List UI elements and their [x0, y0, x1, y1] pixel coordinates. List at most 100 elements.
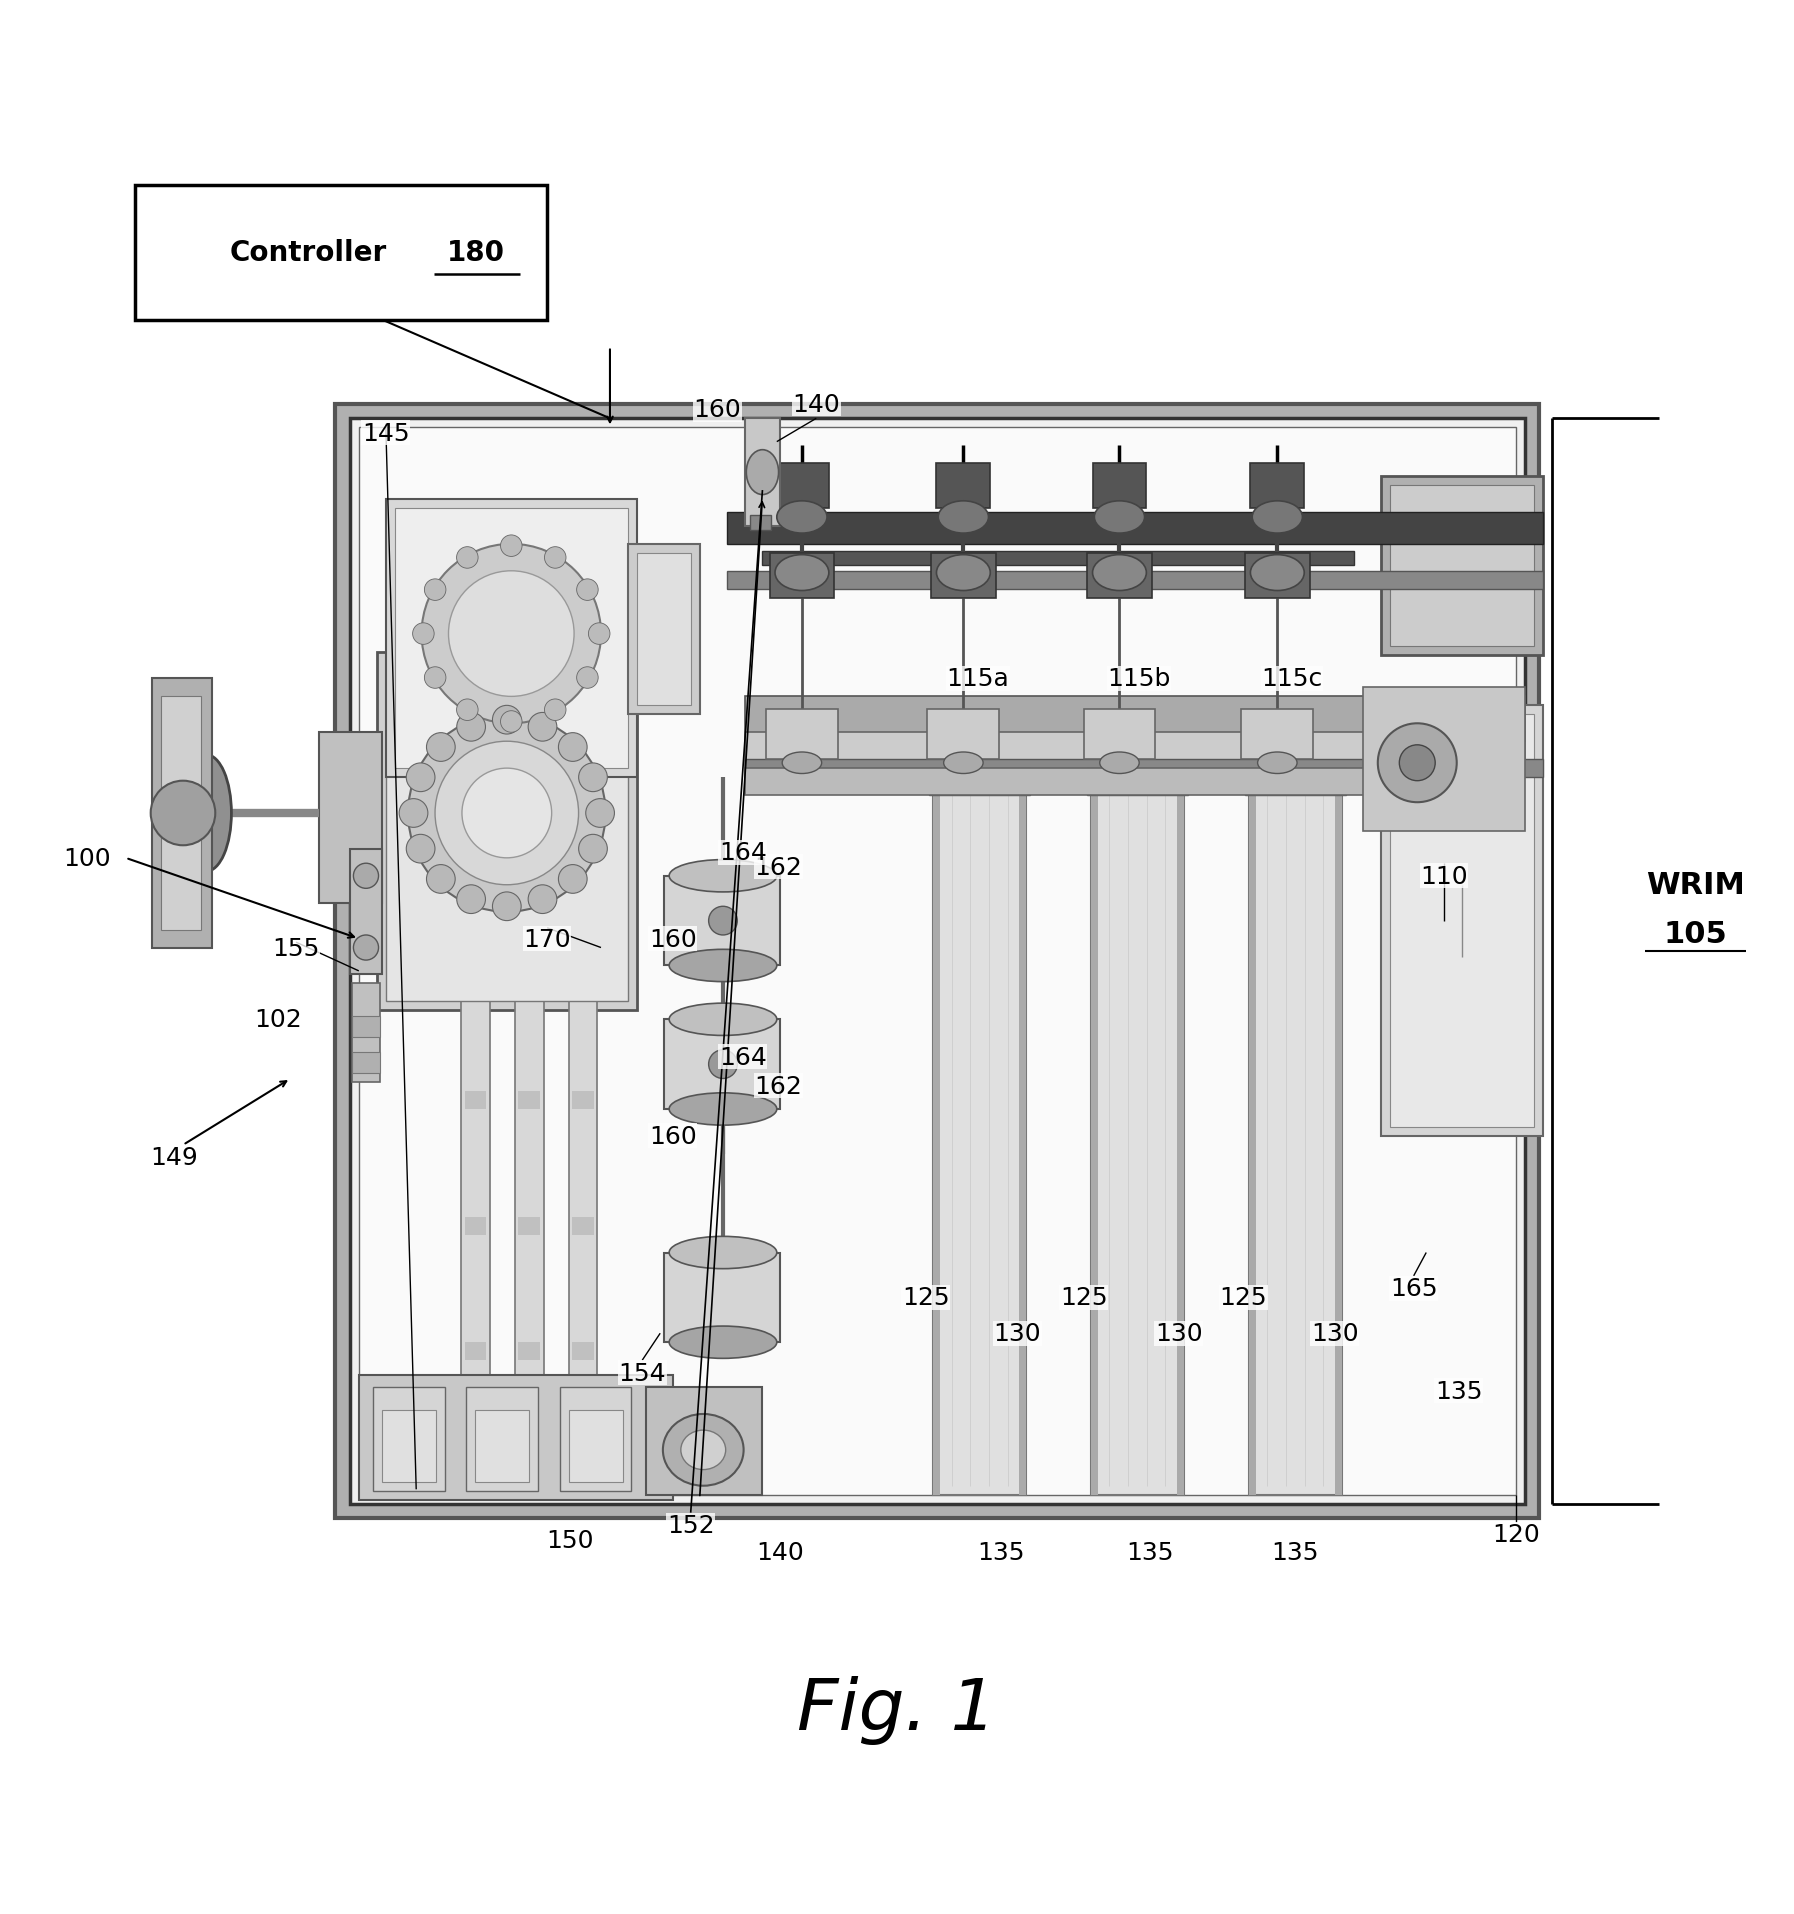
Circle shape — [405, 764, 434, 792]
Ellipse shape — [777, 501, 827, 534]
Text: 145: 145 — [362, 421, 409, 446]
Bar — [1245, 769, 1346, 796]
Bar — [770, 553, 834, 599]
Bar — [1091, 787, 1184, 1495]
Ellipse shape — [1250, 555, 1304, 591]
Text: 115c: 115c — [1261, 668, 1322, 691]
Text: 160: 160 — [649, 926, 696, 951]
Circle shape — [558, 733, 587, 762]
Circle shape — [425, 668, 447, 689]
Bar — [373, 1388, 445, 1491]
Circle shape — [492, 706, 520, 735]
Ellipse shape — [782, 752, 822, 773]
Bar — [161, 697, 201, 930]
Bar — [762, 551, 1354, 567]
Bar — [352, 1016, 380, 1037]
Bar — [727, 572, 1543, 590]
Bar — [1249, 787, 1342, 1495]
Text: 154: 154 — [619, 1361, 666, 1386]
Bar — [386, 660, 628, 1001]
Ellipse shape — [938, 501, 988, 534]
Bar — [465, 1091, 486, 1110]
Bar — [1250, 463, 1304, 509]
Text: 164: 164 — [719, 1045, 766, 1070]
Bar — [929, 769, 1030, 796]
Ellipse shape — [1093, 555, 1146, 591]
Bar — [931, 553, 996, 599]
Circle shape — [407, 716, 605, 913]
Circle shape — [448, 572, 574, 697]
Text: 152: 152 — [667, 1514, 714, 1537]
Bar — [465, 1342, 486, 1361]
Ellipse shape — [669, 1236, 777, 1269]
Ellipse shape — [1252, 501, 1302, 534]
Bar — [335, 404, 1539, 1518]
Bar — [518, 1342, 540, 1361]
Text: 155: 155 — [273, 936, 319, 961]
Ellipse shape — [1094, 501, 1145, 534]
Bar — [933, 787, 1026, 1495]
Ellipse shape — [669, 1093, 777, 1125]
Bar — [745, 760, 1543, 777]
Bar — [745, 769, 1372, 796]
Circle shape — [461, 769, 551, 857]
Circle shape — [425, 580, 447, 601]
Text: 162: 162 — [755, 1074, 802, 1099]
Circle shape — [151, 781, 215, 846]
Bar — [745, 733, 1525, 777]
Ellipse shape — [669, 859, 777, 892]
Text: 160: 160 — [694, 398, 741, 423]
Bar — [775, 463, 829, 509]
Circle shape — [527, 886, 556, 915]
Circle shape — [576, 668, 597, 689]
Text: 170: 170 — [524, 926, 570, 951]
Text: 135: 135 — [1272, 1541, 1319, 1564]
Circle shape — [544, 701, 565, 722]
Bar — [359, 429, 1516, 1495]
Bar — [1335, 787, 1342, 1495]
FancyBboxPatch shape — [135, 186, 547, 320]
Bar — [745, 697, 1525, 743]
Bar — [1390, 486, 1534, 647]
Bar — [1381, 477, 1543, 657]
Bar — [1087, 553, 1152, 599]
Bar — [664, 1254, 780, 1342]
Bar — [664, 1020, 780, 1110]
Bar — [319, 733, 382, 903]
Bar — [518, 1091, 540, 1110]
Circle shape — [456, 701, 477, 722]
Bar — [933, 787, 940, 1495]
Circle shape — [527, 714, 556, 743]
Bar — [628, 545, 700, 716]
Text: 105: 105 — [1663, 919, 1728, 947]
Text: 130: 130 — [1155, 1321, 1202, 1346]
Circle shape — [422, 545, 601, 723]
Bar — [475, 1411, 529, 1481]
Bar — [936, 463, 990, 509]
Circle shape — [588, 624, 610, 645]
Bar — [1093, 463, 1146, 509]
Bar — [1091, 787, 1098, 1495]
Circle shape — [1399, 745, 1435, 781]
Bar — [1087, 769, 1188, 796]
Ellipse shape — [669, 1326, 777, 1359]
Circle shape — [427, 865, 456, 894]
Bar — [518, 1217, 540, 1235]
Circle shape — [413, 624, 434, 645]
Text: 115a: 115a — [947, 668, 1008, 691]
Circle shape — [501, 536, 522, 557]
Ellipse shape — [682, 1430, 725, 1470]
Circle shape — [405, 835, 434, 863]
Ellipse shape — [944, 752, 983, 773]
Text: 115b: 115b — [1107, 668, 1171, 691]
Circle shape — [576, 580, 597, 601]
Bar — [382, 1411, 436, 1481]
Text: 125: 125 — [1060, 1286, 1107, 1309]
Text: 135: 135 — [1127, 1541, 1173, 1564]
Text: 130: 130 — [994, 1321, 1041, 1346]
Text: 125: 125 — [1220, 1286, 1267, 1309]
Bar — [518, 1468, 540, 1485]
Circle shape — [579, 835, 608, 863]
Bar — [386, 500, 637, 777]
Text: 162: 162 — [755, 856, 802, 879]
